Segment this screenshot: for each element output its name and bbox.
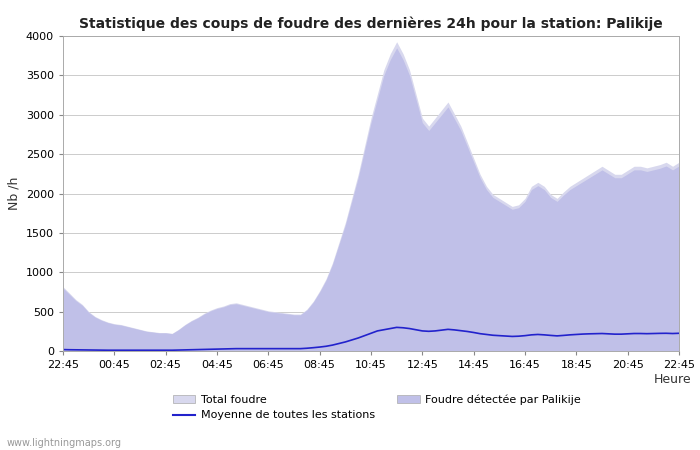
- Title: Statistique des coups de foudre des dernières 24h pour la station: Palikije: Statistique des coups de foudre des dern…: [79, 16, 663, 31]
- Text: www.lightningmaps.org: www.lightningmaps.org: [7, 438, 122, 448]
- X-axis label: Heure: Heure: [654, 373, 692, 386]
- Y-axis label: Nb /h: Nb /h: [7, 177, 20, 210]
- Legend: Total foudre, Moyenne de toutes les stations, Foudre détectée par Palikije: Total foudre, Moyenne de toutes les stat…: [174, 394, 581, 420]
